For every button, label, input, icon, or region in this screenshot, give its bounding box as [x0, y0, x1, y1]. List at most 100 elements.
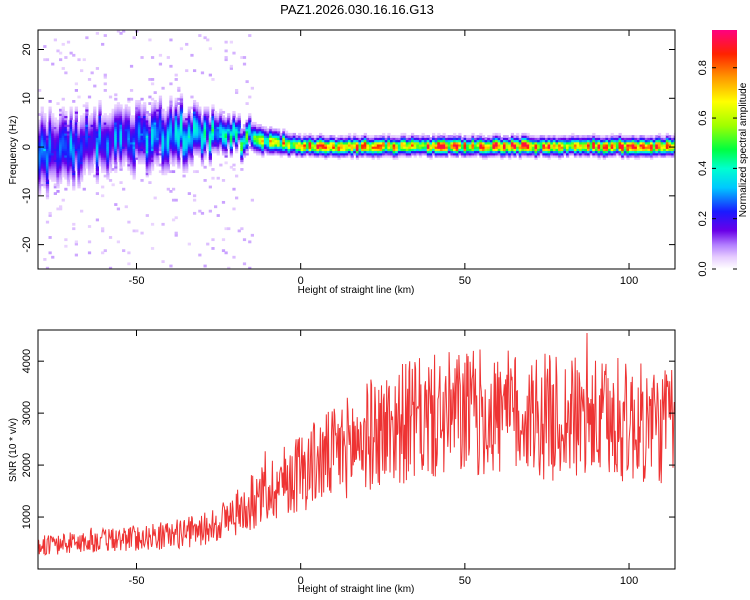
- spectrogram-cell: [432, 148, 436, 152]
- spectrogram-cell: [77, 157, 81, 160]
- spectrogram-cell: [158, 141, 163, 145]
- spectrogram-cell: [639, 154, 643, 158]
- spectrogram-cell: [200, 128, 205, 132]
- spectrogram-cell: [156, 141, 160, 145]
- spectrogram-cell: [437, 132, 441, 136]
- spectrogram-cell: [111, 130, 115, 134]
- spectrogram-x-ticks: -50 0 50 100: [129, 30, 638, 287]
- spectrogram-cell: [145, 148, 149, 152]
- spectrogram-cell: [542, 143, 546, 147]
- spectrogram-cell: [618, 154, 622, 158]
- spectrogram-cell: [127, 220, 131, 224]
- spectrogram-cell: [119, 110, 123, 114]
- spectrogram-cell: [282, 137, 286, 141]
- spectrogram-cell: [64, 157, 68, 160]
- spectrogram-cell: [98, 139, 102, 143]
- spectrogram-cell: [237, 115, 241, 119]
- spectrogram-cell: [148, 115, 152, 119]
- spectrogram-cell: [211, 121, 215, 125]
- spectrogram-cell: [345, 154, 349, 158]
- spectrogram-cell: [135, 110, 139, 114]
- spectrogram-cell: [340, 139, 344, 143]
- spectrogram-cell: [59, 135, 63, 138]
- spectrogram-cell: [66, 128, 71, 132]
- spectrogram-cell: [602, 141, 606, 145]
- spectrogram-cell: [95, 179, 100, 182]
- spectrogram-cell: [143, 121, 147, 125]
- spectrogram-cell: [171, 150, 176, 154]
- spectrogram-cell: [140, 141, 144, 145]
- spectrogram-cell: [82, 161, 86, 165]
- spectrogram-cell: [424, 150, 428, 154]
- spectrogram-cell: [434, 154, 438, 158]
- spectrogram-cell: [432, 132, 436, 136]
- spectrogram-cell: [355, 143, 360, 147]
- spectrogram-cell: [615, 135, 620, 138]
- spectrogram-cell: [119, 152, 123, 156]
- spectrogram-cell: [663, 143, 667, 147]
- spectrogram-cell: [51, 139, 55, 143]
- spectrogram-cell: [82, 117, 86, 121]
- spectrogram-cell: [153, 143, 157, 147]
- spectrogram-cell: [242, 62, 247, 66]
- spectrogram-cell: [250, 126, 254, 130]
- spectrogram-cell: [166, 143, 170, 147]
- spectrogram-cell: [132, 143, 136, 147]
- spectrogram-cell: [56, 148, 60, 152]
- spectrogram-cell: [59, 117, 63, 121]
- spectrogram-cell: [266, 143, 270, 147]
- spectrogram-cell: [531, 150, 536, 154]
- spectrogram-cell: [340, 137, 344, 141]
- spectrogram-cell: [143, 152, 147, 156]
- spectrogram-cell: [552, 139, 557, 143]
- spectrogram-cell: [43, 159, 47, 163]
- spectrogram-cell: [161, 161, 165, 165]
- spectrogram-cell: [135, 106, 139, 110]
- spectrogram-cell: [98, 99, 102, 103]
- spectrogram-cell: [232, 135, 236, 138]
- spectrogram-cell: [111, 146, 115, 149]
- spectrogram-cell: [484, 139, 488, 143]
- spectrogram-cell: [124, 130, 128, 134]
- spectrogram-cell: [290, 148, 294, 152]
- spectrogram-cell: [657, 148, 662, 152]
- spectrogram-cell: [589, 143, 593, 147]
- spectrogram-cell: [256, 132, 260, 136]
- spectrogram-cell: [40, 135, 44, 138]
- spectrogram-cell: [623, 137, 628, 141]
- spectrogram-cell: [497, 141, 501, 145]
- spectrogram-cell: [639, 137, 643, 141]
- spectrogram-cell: [392, 148, 396, 152]
- spectrogram-cell: [72, 152, 76, 156]
- spectrogram-cell: [116, 148, 121, 152]
- spectrogram-cell: [156, 115, 160, 119]
- spectrogram-cell: [119, 113, 123, 116]
- spectrogram-cell: [66, 170, 71, 174]
- spectrogram-cell: [179, 102, 184, 105]
- spectrogram-cell: [114, 115, 118, 119]
- spectrogram-cell: [148, 139, 152, 143]
- spectrogram-cell: [56, 102, 60, 105]
- spectrogram-cell: [127, 124, 131, 127]
- spectrogram-cell: [308, 146, 312, 149]
- spectrogram-cell: [198, 139, 202, 143]
- spectrogram-cell: [150, 135, 155, 138]
- spectrogram-cell: [411, 141, 415, 145]
- spectrogram-cell: [342, 141, 346, 145]
- spectrogram-cell: [43, 176, 47, 180]
- spectrogram-cell: [337, 139, 341, 143]
- spectrogram-cell: [148, 159, 152, 163]
- spectrogram-cell: [171, 159, 176, 163]
- spectrogram-cell: [563, 137, 567, 141]
- spectrogram-cell: [77, 163, 81, 167]
- spectrogram-cell: [98, 108, 102, 112]
- spectrogram-cell: [579, 143, 583, 147]
- spectrogram-cell: [587, 154, 591, 158]
- spectrogram-cell: [621, 150, 625, 154]
- spectrogram-cell: [143, 102, 147, 105]
- spectrogram-cell: [87, 170, 92, 174]
- spectrogram-cell: [143, 126, 147, 130]
- spectrogram-cell: [295, 137, 299, 141]
- spectrogram-cell: [122, 128, 126, 132]
- spectrogram-cell: [72, 132, 76, 136]
